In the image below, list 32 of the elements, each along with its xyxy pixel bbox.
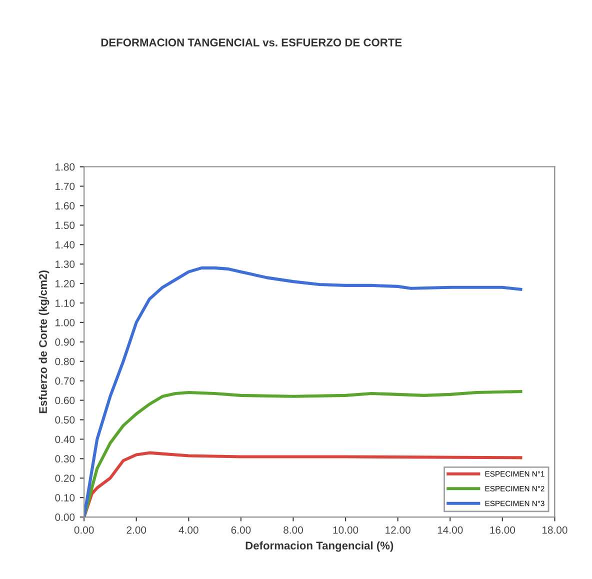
y-tick-label: 1.80 [56,163,75,171]
x-axis-title: Deformacion Tangencial (%) [246,541,394,552]
y-tick-label: 0.50 [55,416,75,424]
x-tick-label: 10.00 [333,526,358,534]
x-tick-label: 18.00 [542,526,568,534]
y-tick-label: 0.40 [55,436,75,444]
y-tick-label: 1.70 [56,182,75,190]
y-tick-label: 1.50 [56,222,75,230]
y-tick-label: 0.10 [55,494,75,502]
x-tick-label: 0.00 [74,526,94,534]
y-tick-label: 1.60 [56,202,75,210]
y-tick-label: 0.90 [55,338,75,346]
x-tick-label: 16.00 [490,526,516,534]
x-tick-label: 6.00 [231,526,251,534]
x-tick-label: 4.00 [178,526,198,534]
y-tick-label: 0.00 [55,514,75,521]
y-tick-label: 0.20 [55,474,75,482]
x-tick-label: 14.00 [438,526,463,534]
x-tick-label: 12.00 [386,526,410,534]
y-tick-label: 1.10 [56,299,75,307]
x-tick-label: 2.00 [126,526,146,534]
y-tick-label: 0.30 [55,455,75,463]
y-axis-title: Esfuerzo de Corte (kg/cm2) [38,270,50,414]
y-tick-label: 1.00 [56,318,75,326]
x-tick-label: 8.00 [284,526,303,534]
y-tick-label: 0.80 [55,358,75,366]
y-tick-label: 0.60 [55,396,75,404]
y-tick-label: 0.70 [55,377,75,385]
y-tick-label: 1.30 [56,260,75,268]
y-tick-label: 1.40 [56,241,75,248]
chart-title: DEFORMACION TANGENCIAL vs. ESFUERZO DE CORTE [101,38,402,46]
y-tick-label: 1.20 [56,280,75,288]
